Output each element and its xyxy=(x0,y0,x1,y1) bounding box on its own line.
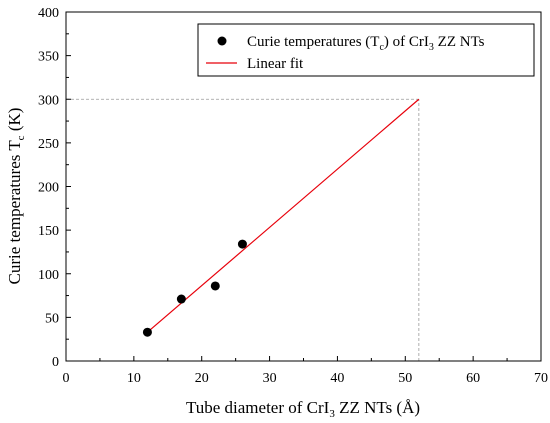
x-tick-label: 50 xyxy=(398,371,412,386)
data-point xyxy=(210,281,220,291)
y-tick-label: 200 xyxy=(38,181,59,196)
y-tick-label: 50 xyxy=(45,311,59,326)
reference-lines xyxy=(66,98,420,361)
fit-line-layer xyxy=(147,98,420,333)
y-axis-ticks: 0 50 100 150 200 250 300 350 400 xyxy=(38,6,71,370)
legend-marker-scatter xyxy=(217,36,227,46)
legend-label-scatter: Curie temperatures (Tc) of CrI3 ZZ NTs xyxy=(247,34,485,53)
x-tick-label: 30 xyxy=(263,371,277,386)
x-tick-label: 70 xyxy=(534,371,548,386)
y-axis-title: Curie temperatures Tc (K) xyxy=(5,108,27,285)
legend: Curie temperatures (Tc) of CrI3 ZZ NTs L… xyxy=(197,23,535,77)
data-point xyxy=(237,239,247,249)
y-tick-label: 0 xyxy=(52,355,59,370)
x-axis-ticks: 0 10 20 30 40 50 60 70 xyxy=(63,356,548,386)
x-tick-label: 60 xyxy=(466,371,480,386)
y-tick-label: 400 xyxy=(38,6,59,21)
x-tick-label: 10 xyxy=(127,371,141,386)
data-points-layer xyxy=(142,239,247,337)
x-tick-label: 20 xyxy=(195,371,209,386)
y-tick-label: 350 xyxy=(38,50,59,65)
y-tick-label: 150 xyxy=(38,224,59,239)
x-axis-title: Tube diameter of CrI3 ZZ NTs (Å) xyxy=(186,398,420,420)
data-point xyxy=(176,294,186,304)
y-tick-label: 300 xyxy=(38,93,59,108)
x-tick-label: 40 xyxy=(330,371,344,386)
linear-fit-line xyxy=(147,98,420,333)
legend-box xyxy=(197,23,535,77)
y-tick-label: 250 xyxy=(38,137,59,152)
legend-label-fit: Linear fit xyxy=(247,56,304,72)
x-tick-label: 0 xyxy=(63,371,70,386)
y-tick-label: 100 xyxy=(38,268,59,283)
data-point xyxy=(142,327,152,337)
